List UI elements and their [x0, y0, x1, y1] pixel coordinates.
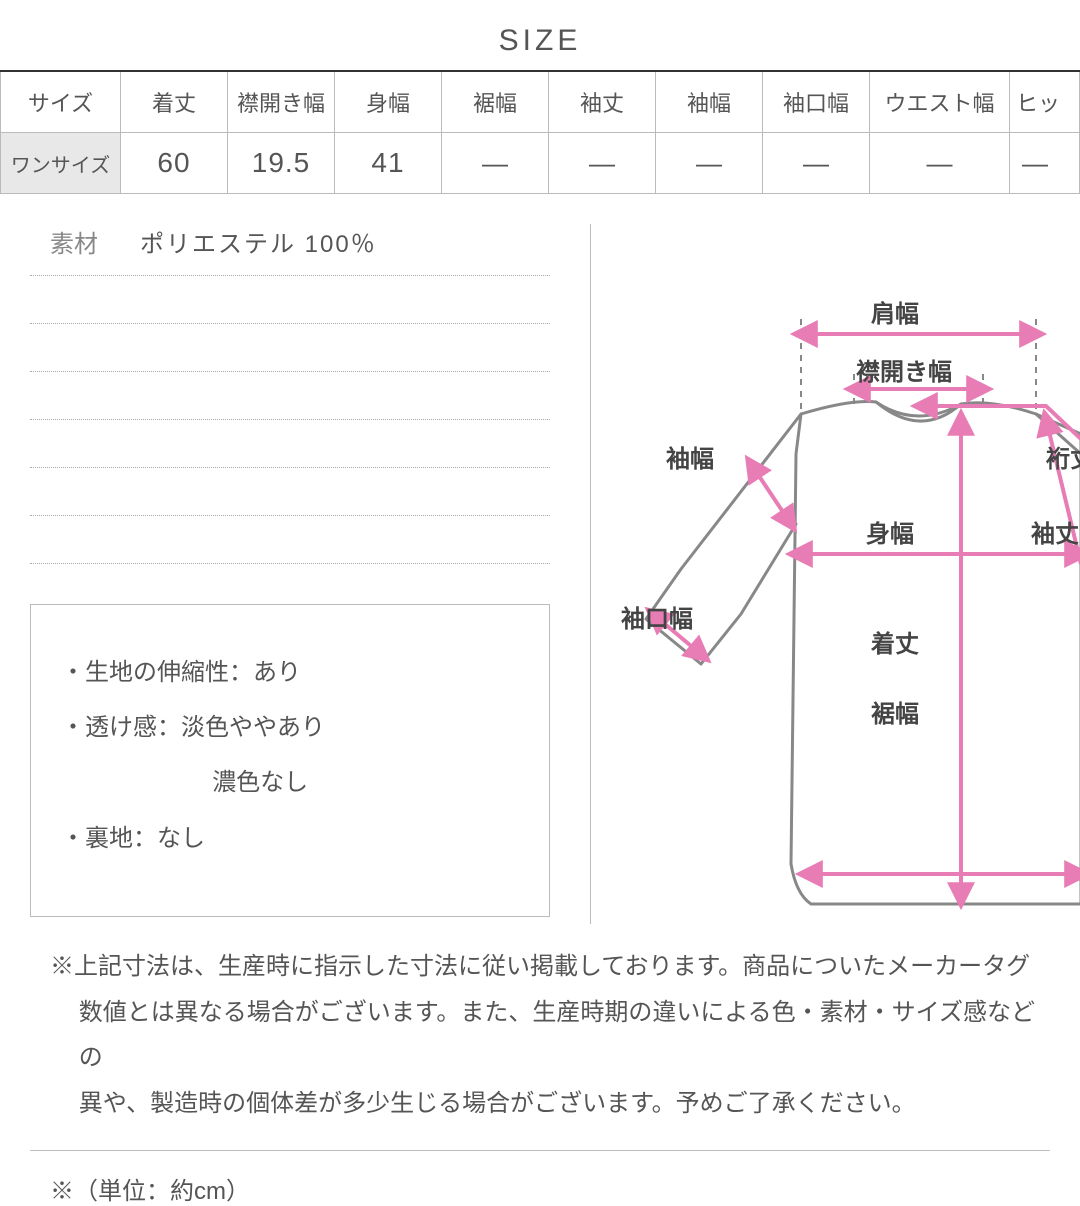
info-sheer1: ・透け感：淡色ややあり [61, 700, 519, 755]
size-heading: SIZE [0, 0, 1080, 70]
td-v3: ― [442, 133, 549, 194]
lbl-yuki: 裄丈 [1046, 439, 1080, 474]
lbl-length: 着丈 [871, 624, 919, 659]
note-line1: ※上記寸法は、生産時に指示した寸法に従い掲載しております。商品についたメーカータ… [50, 944, 1050, 990]
td-v4: ― [549, 133, 656, 194]
lbl-neck: 襟開き幅 [856, 352, 952, 387]
th-waist: ウエスト幅 [870, 71, 1010, 133]
lbl-bodyw: 身幅 [866, 514, 914, 549]
td-v7: ― [870, 133, 1010, 194]
material-row: 素材 ポリエステル 100％ [30, 224, 550, 276]
th-length: 着丈 [121, 71, 228, 133]
note-line2: 数値とは異なる場合がございます。また、生産時期の違いによる色・素材・サイズ感など… [50, 990, 1050, 1081]
unit-note: ※（単位：約cm） [0, 1151, 1080, 1206]
info-stretch: ・生地の伸縮性：あり [61, 645, 519, 700]
dotted-row [30, 372, 550, 420]
garment-svg [591, 224, 1080, 924]
td-v5: ― [656, 133, 763, 194]
dotted-row [30, 324, 550, 372]
th-sleevew: 袖幅 [656, 71, 763, 133]
size-table-row: ワンサイズ 60 19.5 41 ― ― ― ― ― ― [1, 133, 1080, 194]
info-lining: ・裏地：なし [61, 811, 519, 866]
td-rowlabel: ワンサイズ [1, 133, 121, 194]
size-table-header-row: サイズ 着丈 襟開き幅 身幅 裾幅 袖丈 袖幅 袖口幅 ウエスト幅 ヒッ [1, 71, 1080, 133]
th-sleeve: 袖丈 [549, 71, 656, 133]
dotted-row [30, 276, 550, 324]
th-neck: 襟開き幅 [228, 71, 335, 133]
fabric-info-box: ・生地の伸縮性：あり ・透け感：淡色ややあり 濃色なし ・裏地：なし [30, 604, 550, 917]
th-cuff: 袖口幅 [763, 71, 870, 133]
th-body: 身幅 [335, 71, 442, 133]
td-v2: 41 [335, 133, 442, 194]
info-sheer2: 濃色なし [61, 755, 519, 810]
measurement-diagram: 肩幅 襟開き幅 袖幅 身幅 袖丈 裄丈 袖口幅 着丈 裾幅 [590, 224, 1080, 924]
material-label: 素材 [50, 224, 140, 259]
td-v6: ― [763, 133, 870, 194]
dotted-row [30, 420, 550, 468]
lbl-sleevew: 袖幅 [666, 439, 714, 474]
lbl-shoulder: 肩幅 [871, 294, 919, 329]
th-hem: 裾幅 [442, 71, 549, 133]
lbl-sleevel: 袖丈 [1031, 514, 1079, 549]
th-size: サイズ [1, 71, 121, 133]
td-v8: ― [1010, 133, 1080, 194]
dotted-row [30, 468, 550, 516]
td-v0: 60 [121, 133, 228, 194]
note-line3: 異や、製造時の個体差が多少生じる場合がございます。予めご了承ください。 [50, 1081, 1050, 1127]
size-table: サイズ 着丈 襟開き幅 身幅 裾幅 袖丈 袖幅 袖口幅 ウエスト幅 ヒッ ワンサ… [0, 70, 1080, 194]
material-value: ポリエステル 100％ [140, 224, 377, 259]
th-hip: ヒッ [1010, 71, 1080, 133]
dotted-row [30, 516, 550, 564]
left-column: 素材 ポリエステル 100％ ・生地の伸縮性：あり ・透け感：淡色ややあり 濃色… [30, 224, 550, 924]
lbl-cuff: 袖口幅 [621, 599, 693, 634]
lbl-hem: 裾幅 [871, 694, 919, 729]
td-v1: 19.5 [228, 133, 335, 194]
footnote: ※上記寸法は、生産時に指示した寸法に従い掲載しております。商品についたメーカータ… [0, 924, 1080, 1126]
